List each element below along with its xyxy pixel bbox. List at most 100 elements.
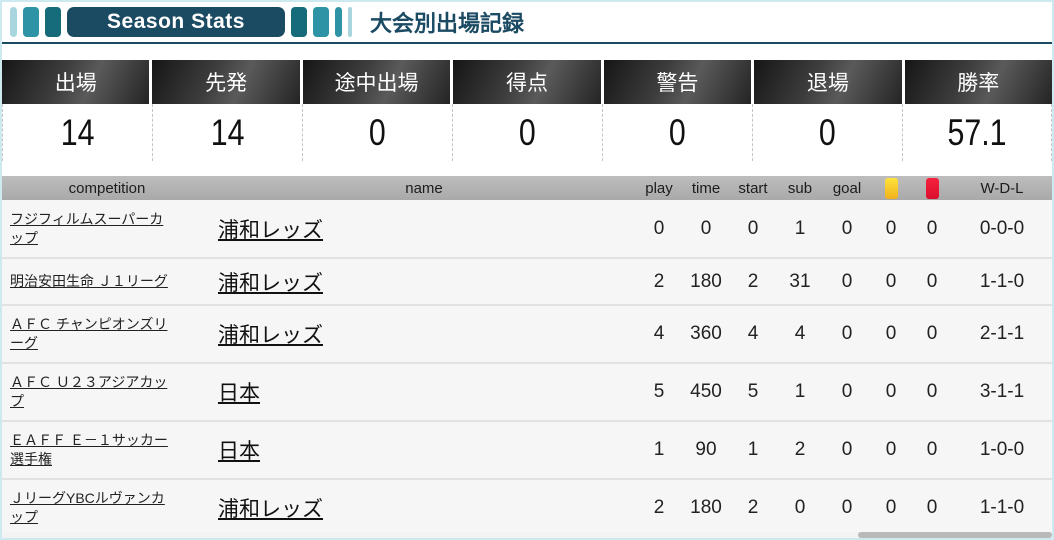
summary-stat-value: 0: [752, 104, 902, 161]
cell-wdl: 2-1-1: [979, 323, 1025, 344]
table-row: ＥＡＦＦ Ｅ－１サッカー選手権 日本 1 90 1 2 0 0 0 1-0-0: [2, 421, 1052, 479]
cell-time: 180: [690, 497, 722, 518]
deco-bar-icon: [313, 7, 329, 37]
cell-yellow: 0: [885, 497, 897, 518]
summary-stat-label: 勝率: [904, 60, 1052, 104]
cell-play: 1: [653, 439, 665, 460]
cell-team-name: 浦和レッズ: [212, 479, 636, 537]
cell-start: 2: [747, 497, 759, 518]
cell-yellow: 0: [885, 323, 897, 344]
cell-start: 5: [747, 381, 759, 402]
summary-stat-value-text: 14: [60, 111, 95, 153]
summary-stat-value: 0: [302, 104, 452, 161]
cell-start: 4: [747, 323, 759, 344]
competition-table: competition name play time start sub goa…: [2, 176, 1052, 538]
table-header-row: competition name play time start sub goa…: [2, 176, 1052, 200]
cell-wdl: 3-1-1: [979, 381, 1025, 402]
team-link[interactable]: 日本: [218, 382, 260, 405]
col-yellow-cards: [870, 176, 912, 200]
cell-sub: 31: [789, 270, 811, 292]
summary-stat-value-text: 0: [669, 111, 686, 153]
cell-team-name: 浦和レッズ: [212, 200, 636, 258]
col-red-cards: [912, 176, 952, 200]
cell-time: 0: [700, 217, 712, 239]
page-title: 大会別出場記録: [370, 11, 525, 36]
deco-bar-icon: [335, 7, 342, 37]
summary-stat-label: 警告: [603, 60, 752, 104]
cell-red: 0: [926, 270, 938, 292]
table-row: ＡＦＣ チャンピオンズリーグ 浦和レッズ 4 360 4 4 0 0 0 2-1-1: [2, 305, 1052, 363]
team-link[interactable]: 浦和レッズ: [218, 271, 323, 295]
summary-stat-value: 57.1: [902, 104, 1052, 161]
team-link[interactable]: 浦和レッズ: [218, 218, 323, 242]
cell-red: 0: [926, 323, 938, 344]
cell-sub: 1: [794, 381, 806, 402]
cell-play: 2: [653, 497, 665, 518]
team-link[interactable]: 日本: [218, 440, 260, 463]
badge-label: Season Stats: [107, 10, 245, 33]
cell-competition: ＪリーグYBCルヴァンカップ: [2, 479, 212, 537]
summary-values: 14 14 0 0 0 0 57.1: [2, 104, 1052, 161]
deco-bar-icon: [291, 7, 307, 37]
cell-wdl: 1-1-0: [979, 497, 1025, 518]
deco-bar-icon: [10, 7, 17, 37]
table-body: フジフィルムスーパーカップ 浦和レッズ 0 0 0 1 0 0 0 0-0-0 明治安田生命 Ｊ１リ…: [2, 200, 1052, 537]
summary-stat-label: 途中出場: [302, 60, 451, 104]
summary-stat-value: 0: [602, 104, 752, 161]
competition-link[interactable]: ＥＡＦＦ Ｅ－１サッカー選手権: [10, 432, 168, 467]
cell-goal: 0: [841, 217, 853, 239]
cell-team-name: 日本: [212, 421, 636, 479]
cell-competition: ＡＦＣ Ｕ２３アジアカップ: [2, 363, 212, 421]
page-header: Season Stats 大会別出場記録: [2, 2, 1052, 44]
summary-stat-value-text: 0: [369, 111, 386, 153]
summary-stats: 出場 先発 途中出場 得点 警告 退場 勝率 14 14 0 0 0 0 57.1: [2, 60, 1052, 161]
yellow-card-icon: [884, 177, 898, 199]
cell-competition: 明治安田生命 Ｊ１リーグ: [2, 258, 212, 305]
red-card-icon: [925, 177, 939, 199]
cell-time: 180: [690, 270, 722, 292]
cell-goal: 0: [841, 323, 853, 344]
cell-competition: ＡＦＣ チャンピオンズリーグ: [2, 305, 212, 363]
col-name: name: [212, 176, 636, 200]
cell-wdl: 0-0-0: [979, 217, 1025, 239]
summary-stat-value-text: 0: [519, 111, 536, 153]
col-start: start: [730, 176, 776, 200]
cell-time: 360: [690, 323, 722, 344]
deco-bar-icon: [348, 7, 352, 37]
cell-start: 2: [747, 270, 759, 292]
scrollbar-thumb[interactable]: [858, 532, 1052, 538]
horizontal-scrollbar[interactable]: [2, 532, 1052, 538]
cell-yellow: 0: [885, 270, 897, 292]
competition-link[interactable]: ＡＦＣ チャンピオンズリーグ: [10, 316, 168, 351]
deco-bar-icon: [23, 7, 39, 37]
competition-link[interactable]: フジフィルムスーパーカップ: [10, 210, 164, 246]
cell-goal: 0: [841, 497, 853, 518]
cell-time: 90: [695, 439, 717, 460]
cell-yellow: 0: [885, 439, 897, 460]
competition-link[interactable]: 明治安田生命 Ｊ１リーグ: [10, 273, 168, 289]
col-time: time: [682, 176, 730, 200]
summary-stat-label: 得点: [453, 60, 601, 104]
col-goal: goal: [824, 176, 870, 200]
cell-play: 5: [653, 381, 665, 402]
cell-wdl: 1-0-0: [979, 439, 1025, 460]
summary-stat-value: 14: [152, 104, 302, 161]
competition-link[interactable]: ＪリーグYBCルヴァンカップ: [10, 490, 165, 525]
cell-start: 1: [747, 439, 759, 460]
summary-stat-value-text: 14: [210, 111, 245, 153]
cell-red: 0: [926, 381, 938, 402]
team-link[interactable]: 浦和レッズ: [218, 498, 323, 521]
cell-competition: ＥＡＦＦ Ｅ－１サッカー選手権: [2, 421, 212, 479]
cell-competition: フジフィルムスーパーカップ: [2, 200, 212, 258]
competition-link[interactable]: ＡＦＣ Ｕ２３アジアカップ: [10, 374, 168, 409]
summary-stat-value-text: 57.1: [947, 111, 1007, 153]
cell-goal: 0: [841, 270, 853, 292]
col-wdl: W-D-L: [952, 176, 1052, 200]
table-row: ＡＦＣ Ｕ２３アジアカップ 日本 5 450 5 1 0 0 0 3-1-1: [2, 363, 1052, 421]
summary-labels: 出場 先発 途中出場 得点 警告 退場 勝率: [2, 60, 1052, 104]
col-sub: sub: [776, 176, 824, 200]
summary-stat-label: 退場: [754, 60, 902, 104]
cell-start: 0: [747, 217, 759, 239]
team-link[interactable]: 浦和レッズ: [218, 324, 323, 347]
